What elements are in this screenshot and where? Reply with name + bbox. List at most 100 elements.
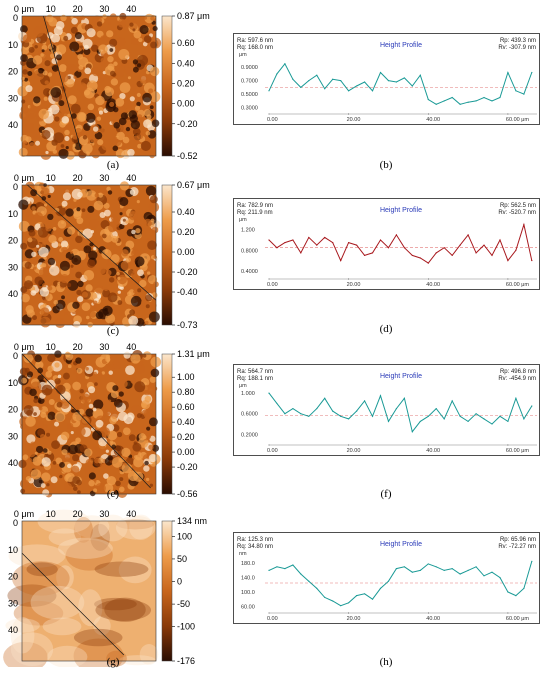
afm-grain	[58, 100, 65, 107]
afm-grain	[113, 61, 118, 67]
height-profile-d: Ra: 782.9 nm Rq: 211.9 nm Rp: 562.5 nm Rv: …	[233, 198, 540, 290]
afm-grain	[35, 445, 44, 454]
afm-grain	[115, 97, 125, 107]
afm-grain	[76, 207, 81, 212]
afm-grain	[129, 96, 135, 102]
afm-grain	[40, 264, 44, 268]
afm-grain	[63, 311, 68, 316]
profile-point	[419, 74, 421, 76]
afm-grain	[127, 291, 132, 297]
profile-x-tick-label: 0.00	[267, 117, 278, 123]
colorbar	[161, 15, 173, 157]
afm-grain	[40, 411, 47, 418]
afm-y-tick-label: 30	[8, 262, 18, 272]
colorbar-tick-label: 0.87 μm	[177, 11, 210, 21]
afm-y-tick-label: 0	[13, 13, 18, 23]
afm-grain	[131, 229, 136, 235]
colorbar-tick-label: 100	[177, 531, 192, 541]
afm-x-tick-label: 20	[73, 509, 83, 519]
afm-grain	[42, 489, 50, 497]
afm-grain	[47, 257, 56, 266]
profile-x-tick-label: 60.00 μm	[506, 616, 529, 622]
profile-point	[276, 73, 278, 75]
afm-grain	[79, 45, 84, 49]
afm-grain	[141, 402, 147, 409]
afm-grain	[41, 44, 48, 51]
afm-grain	[75, 426, 86, 437]
afm-grain	[67, 280, 79, 291]
afm-patch	[42, 617, 82, 636]
afm-grain	[47, 194, 51, 199]
profile-point	[308, 80, 310, 82]
profile-point	[300, 413, 302, 415]
afm-grain	[22, 69, 28, 75]
profile-point	[475, 100, 477, 102]
afm-grain	[26, 309, 35, 318]
stat-rq: Rq: 168.0 nm	[237, 45, 273, 51]
afm-grain	[119, 197, 129, 207]
afm-grain	[130, 120, 141, 130]
afm-grain	[87, 205, 95, 213]
afm-grain	[49, 104, 60, 115]
afm-grain	[134, 279, 140, 285]
profile-point	[268, 239, 270, 241]
afm-grain	[122, 136, 130, 144]
afm-patch	[93, 616, 111, 636]
afm-grain	[34, 451, 38, 455]
colorbar-tick-label: 1.00	[177, 372, 195, 382]
profile-point	[340, 605, 342, 607]
afm-grain	[33, 266, 37, 270]
afm-grain	[150, 302, 157, 309]
afm-grain	[149, 91, 161, 103]
afm-y-tick-label: 10	[8, 378, 18, 388]
stat-rv: Rv: -520.7 nm	[498, 210, 536, 216]
afm-grain	[73, 75, 77, 79]
afm-grain	[130, 37, 139, 46]
afm-grain	[134, 256, 145, 267]
afm-grain	[47, 285, 53, 291]
afm-grain	[41, 196, 47, 201]
colorbar-tick-label: 0.20	[177, 227, 195, 237]
afm-grain	[145, 294, 153, 302]
afm-y-tick-label: 10	[8, 545, 18, 555]
profile-point	[515, 90, 517, 92]
afm-grain	[26, 187, 30, 191]
profile-point	[411, 254, 413, 257]
afm-grain	[93, 488, 98, 493]
colorbar-tick-label: 0.40	[177, 417, 195, 427]
afm-grain	[48, 235, 57, 244]
afm-grain	[87, 103, 95, 111]
afm-grain	[84, 89, 91, 96]
afm-grain	[108, 364, 116, 371]
afm-grain	[87, 259, 96, 268]
colorbar-tick-label: 0.80	[177, 387, 195, 397]
afm-grain	[70, 389, 75, 394]
afm-grain	[31, 130, 41, 140]
afm-x-tick-label: 30	[99, 4, 109, 14]
afm-grain	[84, 448, 93, 457]
afm-grain	[119, 181, 130, 191]
profile-point	[324, 596, 326, 598]
afm-grain	[107, 55, 114, 63]
afm-grain	[149, 105, 154, 110]
afm-grain	[27, 71, 33, 76]
afm-grain	[57, 220, 67, 229]
afm-grain	[118, 48, 130, 60]
afm-grain	[24, 367, 30, 373]
afm-grain	[82, 38, 93, 49]
afm-grain	[141, 300, 145, 305]
afm-grain	[65, 251, 74, 261]
afm-grain	[32, 315, 37, 321]
profile-point	[371, 598, 374, 600]
afm-grain	[88, 250, 98, 260]
profile-point	[395, 568, 398, 570]
afm-grain	[47, 72, 53, 77]
afm-grain	[46, 432, 51, 437]
colorbar-tick-label: 50	[177, 554, 187, 564]
profile-point	[316, 407, 318, 410]
afm-grain	[74, 127, 83, 136]
afm-grain	[118, 379, 128, 389]
profile-point	[499, 239, 501, 241]
afm-grain	[98, 110, 104, 115]
